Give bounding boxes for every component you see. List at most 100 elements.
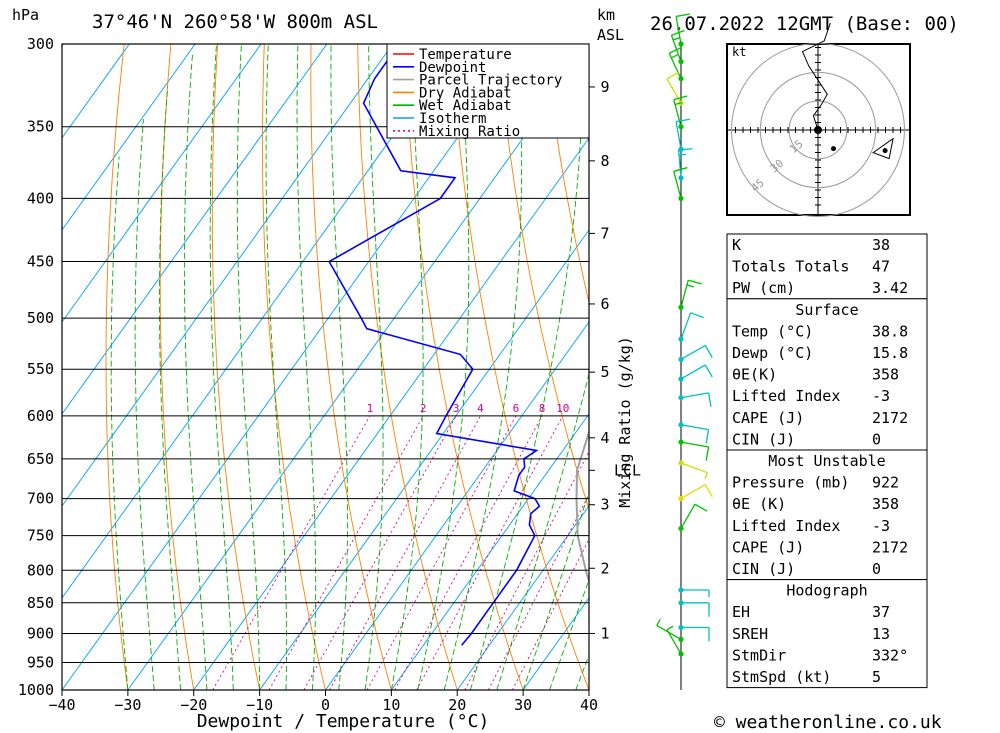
mixing-ratio-line: [366, 415, 517, 690]
pressure-tick-label: 650: [27, 450, 54, 468]
wind-barb: [678, 587, 710, 598]
isotherm-line: [193, 137, 589, 690]
isotherm-line: [391, 413, 589, 690]
wind-barb: [678, 364, 713, 382]
height-tick-label: 7: [600, 224, 609, 242]
wind-barb: [677, 148, 693, 181]
wind-barb-flag: [694, 503, 708, 512]
wind-barb: [666, 625, 684, 657]
isotherm-line: [456, 505, 589, 690]
legend-label: Temperature: [419, 47, 512, 63]
hodograph-ring: [759, 71, 877, 189]
mixing-ratio-label: 1: [367, 402, 374, 415]
parcel-trajectory-line: [575, 429, 589, 585]
index-value: 2172: [872, 409, 908, 427]
index-value: 15.8: [872, 344, 908, 362]
wet-adiabat-line: [364, 44, 384, 690]
wind-barb-dot: [678, 422, 684, 428]
index-value: 37: [872, 603, 890, 621]
wind-barb-flag: [705, 446, 710, 461]
mixing-ratio-label: 25: [646, 402, 659, 415]
wind-barb-staff: [675, 121, 682, 150]
wind-barb-flag: [656, 619, 661, 626]
mixing-ratio-line: [416, 415, 564, 690]
mixing-ratio-axis-label: Mixing Ratio (g/kg): [616, 336, 634, 508]
wind-barb-staff: [666, 629, 682, 655]
mixing-ratio-line: [464, 450, 589, 690]
wind-barb: [675, 13, 691, 47]
wind-barb-flag: [678, 148, 693, 151]
mixing-ratio-label: 4: [477, 402, 484, 415]
wind-barb-dot: [678, 41, 684, 47]
height-tick-label: 2: [600, 559, 609, 577]
index-value: -3: [872, 387, 890, 405]
height-tick-label: 6: [600, 295, 609, 313]
wet-adiabat-line: [183, 52, 208, 690]
wind-profile: [656, 13, 713, 690]
mixing-ratio-label: 16: [601, 402, 614, 415]
pressure-tick-label: 400: [27, 189, 54, 207]
wind-barb-dot: [678, 525, 684, 532]
wind-barb-flag: [676, 118, 691, 123]
x-tick-label: −10: [246, 696, 273, 714]
wind-barb-dot: [678, 58, 684, 65]
mixing-ratio-line: [329, 415, 481, 690]
index-label: θE (K): [732, 495, 786, 513]
isotherm-line: [62, 44, 394, 507]
wind-barb: [678, 392, 712, 407]
wind-barb-dot: [678, 439, 684, 445]
wind-barb-staff: [680, 441, 709, 448]
wind-barb: [678, 279, 702, 310]
temperature-line: [586, 111, 589, 147]
wind-barb-dot: [678, 460, 684, 466]
wind-barb-flag: [678, 153, 687, 156]
wet-adiabat-line: [443, 44, 523, 690]
wind-barb-staff: [673, 99, 682, 127]
index-value: 13: [872, 625, 890, 643]
wind-barb: [673, 167, 688, 201]
mixing-ratio-label: 6: [513, 402, 520, 415]
index-value: -3: [872, 517, 890, 535]
legend-label: Dewpoint: [419, 60, 486, 76]
x-tick-label: −20: [180, 696, 207, 714]
index-label: Dewp (°C): [732, 344, 813, 362]
pressure-tick-label: 450: [27, 253, 54, 271]
wind-barb: [675, 118, 691, 152]
mixing-ratio-line: [511, 538, 589, 690]
index-value: 38: [872, 236, 890, 254]
legend-label: Isotherm: [419, 111, 486, 127]
wind-barb: [678, 460, 708, 480]
index-value: 2172: [872, 538, 908, 556]
wind-barb-staff: [680, 503, 696, 529]
pressure-tick-label: 900: [27, 624, 54, 642]
wind-barb-dot: [678, 76, 684, 82]
copyright: © weatheronline.co.uk: [714, 712, 942, 733]
legend-label: Mixing Ratio: [419, 124, 520, 140]
wind-barb-staff: [670, 35, 682, 62]
wind-barb-flag: [676, 13, 691, 18]
x-axis-title: Dewpoint / Temperature (°C): [197, 711, 490, 732]
index-label: Totals Totals: [732, 258, 849, 276]
wind-barb-dot: [678, 356, 684, 362]
height-unit-km: km: [597, 6, 615, 24]
isotherm-line: [62, 44, 460, 599]
surface-indices-box: [726, 298, 928, 451]
x-tick-label: −40: [48, 696, 75, 714]
index-value: 38.8: [872, 322, 908, 340]
wind-barb: [670, 29, 685, 65]
storm-motion-marker: [872, 137, 894, 160]
mixing-ratio-line: [487, 493, 589, 690]
pressure-tick-label: 550: [27, 360, 54, 378]
pressure-tick-label: 750: [27, 527, 54, 545]
index-label: EH: [732, 603, 750, 621]
x-tick-label: −30: [114, 696, 141, 714]
pressure-tick-label: 700: [27, 490, 54, 508]
wind-barb-dot: [678, 336, 684, 342]
wind-barb-flag: [704, 364, 713, 378]
mixing-ratio-line: [394, 415, 543, 690]
wind-barb-staff: [680, 462, 708, 474]
pressure-tick-label: 300: [27, 35, 54, 53]
hodograph-trace: [801, 22, 831, 131]
wind-barb-dot: [678, 496, 684, 502]
